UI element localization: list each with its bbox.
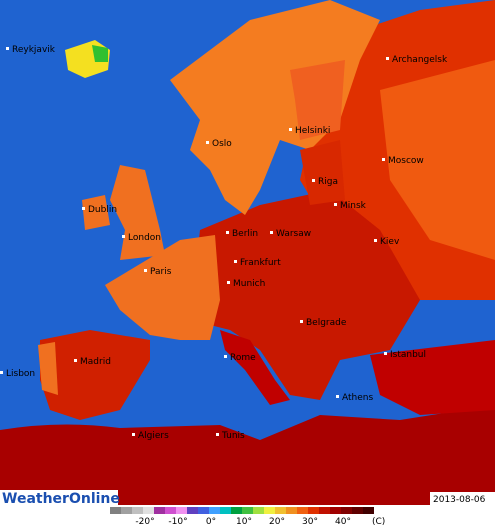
city-label: Rome (230, 353, 256, 363)
city-label: Moscow (388, 156, 424, 166)
city-label: Minsk (340, 201, 367, 211)
city-dot (386, 57, 389, 60)
city-dot (384, 352, 387, 355)
legend-swatch (275, 507, 286, 514)
legend-swatch (132, 507, 143, 514)
iberia (40, 330, 150, 420)
city-label: Reykjavik (12, 45, 56, 55)
city-dot (6, 47, 9, 50)
legend-swatch (308, 507, 319, 514)
france (105, 235, 220, 340)
city-dot (74, 359, 77, 362)
city-label: London (128, 233, 161, 243)
city-label: Riga (318, 177, 338, 187)
date: 2013-08-06 (433, 495, 486, 505)
legend-unit: (C) (372, 517, 385, 527)
city-label: Munich (233, 279, 265, 289)
legend-swatch (121, 507, 132, 514)
legend-swatch (143, 507, 154, 514)
central-europe (190, 190, 420, 400)
city-dot (206, 141, 209, 144)
logo-box (0, 490, 118, 507)
city-dot (0, 371, 3, 374)
legend-label: -20° (135, 517, 154, 527)
city-dot (122, 235, 125, 238)
cities: Reykjavik Archangelsk Oslo Helsinki Riga… (0, 45, 448, 441)
city-dot (144, 269, 147, 272)
legend-swatch (165, 507, 176, 514)
city-dot (270, 231, 273, 234)
city-label: Athens (342, 393, 373, 403)
legend-swatch (330, 507, 341, 514)
legend-label: -10° (168, 517, 187, 527)
city-dot (216, 433, 219, 436)
city-dot (132, 433, 135, 436)
legend-swatch (198, 507, 209, 514)
legend-swatch (220, 507, 231, 514)
city-dot (234, 260, 237, 263)
legend-swatch (154, 507, 165, 514)
logo: WeatherOnline (2, 491, 120, 507)
baltics (300, 140, 345, 205)
city-label: Helsinki (295, 126, 330, 136)
legend-swatch (363, 507, 374, 514)
city-label: Istanbul (390, 350, 426, 360)
britain (110, 165, 165, 260)
city-dot (382, 158, 385, 161)
date-box (430, 492, 495, 505)
finland (290, 60, 345, 140)
city-dot (227, 281, 230, 284)
city-label: Dublin (88, 205, 117, 215)
iceland-cool (92, 45, 108, 62)
city-dot (300, 320, 303, 323)
legend: -20° -10° 0° 10° 20° 30° 40° (110, 507, 374, 527)
italy (220, 330, 290, 405)
legend-swatch (297, 507, 308, 514)
legend-swatch (187, 507, 198, 514)
legend-swatch (176, 507, 187, 514)
scandinavia (170, 0, 380, 215)
legend-swatch (264, 507, 275, 514)
city-label: Oslo (212, 139, 232, 149)
city-dot (226, 231, 229, 234)
city-label: Warsaw (276, 229, 311, 239)
turkey (370, 340, 495, 415)
city-label: Archangelsk (392, 55, 448, 65)
legend-swatch (231, 507, 242, 514)
city-dot (224, 355, 227, 358)
city-label: Kiev (380, 237, 400, 247)
portugal (38, 342, 58, 395)
legend-label: 10° (236, 517, 252, 527)
city-label: Belgrade (306, 318, 347, 328)
legend-label: 30° (302, 517, 318, 527)
africa (0, 405, 495, 505)
legend-label: 40° (335, 517, 351, 527)
legend-swatch (286, 507, 297, 514)
city-dot (82, 207, 85, 210)
ireland (82, 195, 110, 230)
legend-swatch (341, 507, 352, 514)
legend-swatch (209, 507, 220, 514)
city-dot (289, 128, 292, 131)
legend-swatch (253, 507, 264, 514)
city-dot (336, 395, 339, 398)
city-label: Paris (150, 267, 172, 277)
city-label: Madrid (80, 357, 111, 367)
legend-swatch (352, 507, 363, 514)
russia-north (380, 60, 495, 260)
city-dot (334, 203, 337, 206)
legend-label: 0° (206, 517, 216, 527)
legend-swatch (319, 507, 330, 514)
city-dot (312, 179, 315, 182)
city-label: Algiers (138, 431, 169, 441)
city-label: Lisbon (6, 369, 35, 379)
city-label: Frankfurt (240, 258, 281, 268)
city-dot (374, 239, 377, 242)
city-label: Tunis (221, 431, 245, 441)
city-label: Berlin (232, 229, 258, 239)
legend-swatch (242, 507, 253, 514)
legend-swatch (110, 507, 121, 514)
legend-label: 20° (269, 517, 285, 527)
